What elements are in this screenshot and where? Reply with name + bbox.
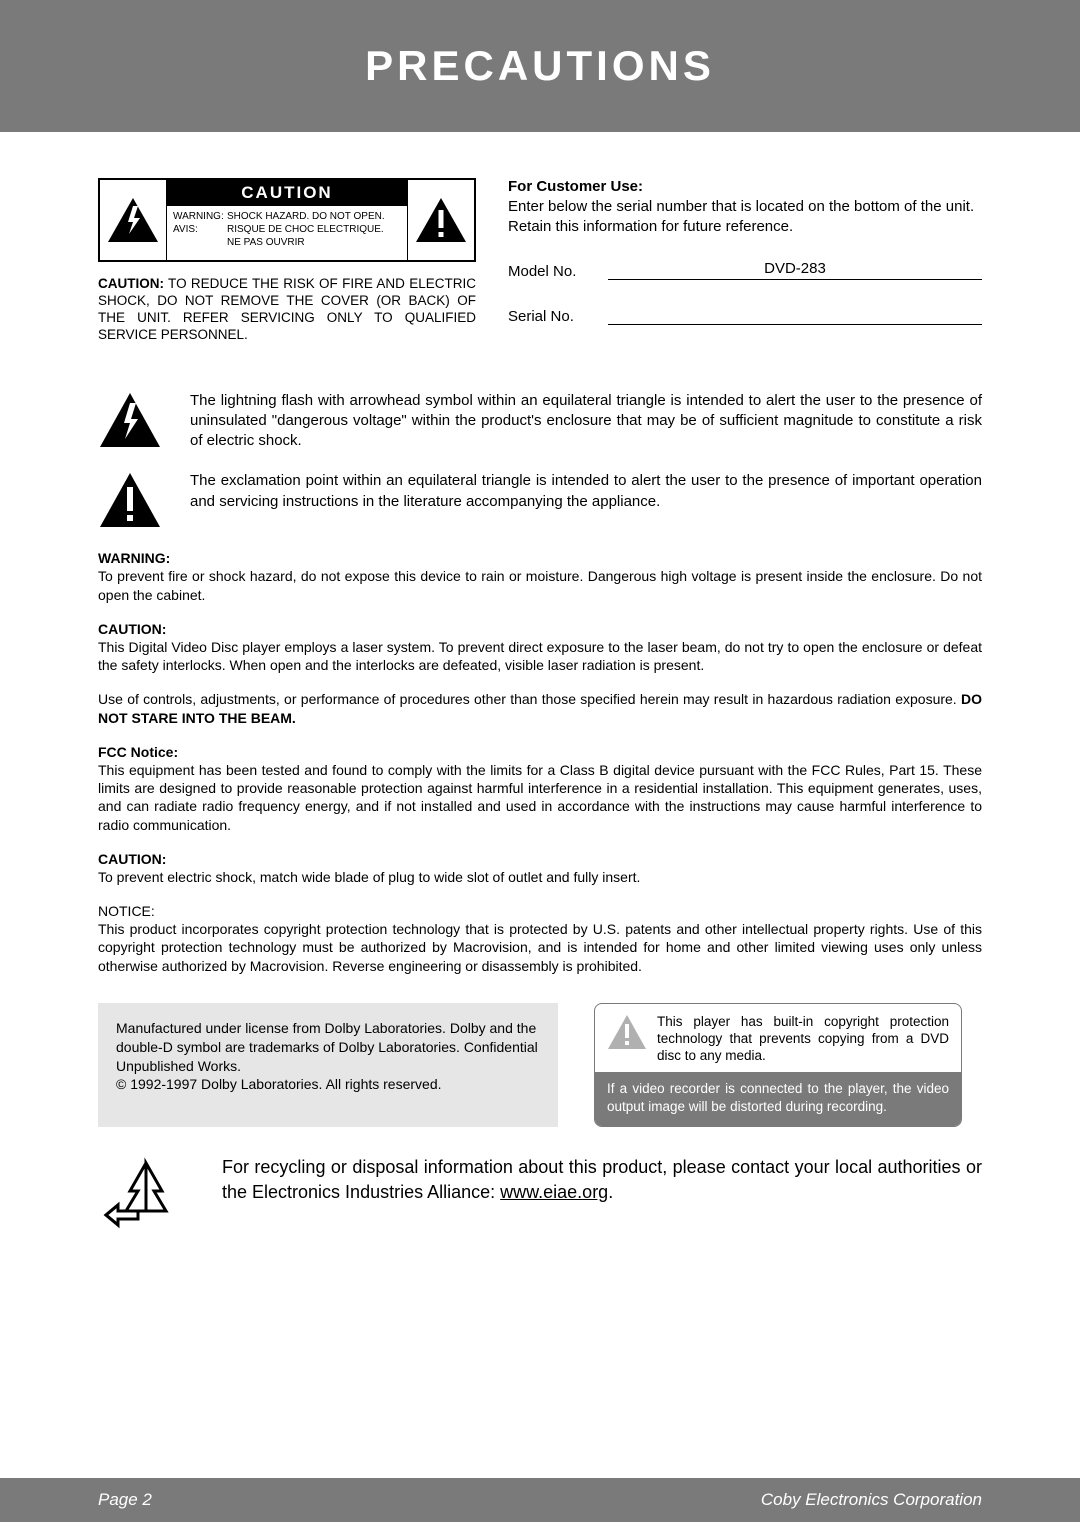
caution-plug-section: CAUTION: To prevent electric shock, matc… xyxy=(98,850,982,886)
ne-pas-text: NE PAS OUVRIR xyxy=(227,236,305,249)
caution-laser-header: CAUTION: xyxy=(98,620,982,638)
recycle-row: For recycling or disposal information ab… xyxy=(98,1155,982,1243)
warning-header: WARNING: xyxy=(98,549,982,567)
caution-label: CAUTION xyxy=(167,180,407,206)
fcc-section: FCC Notice: This equipment has been test… xyxy=(98,743,982,834)
symbol-row-lightning: The lightning flash with arrowhead symbo… xyxy=(98,391,982,452)
caution-lines: WARNING:SHOCK HAZARD. DO NOT OPEN. AVIS:… xyxy=(167,206,407,253)
lightning-triangle-icon xyxy=(98,391,162,449)
footer-company: Coby Electronics Corporation xyxy=(761,1490,982,1510)
copy-protect-top-text: This player has built-in copyright prote… xyxy=(657,1014,949,1065)
lightning-symbol-text: The lightning flash with arrowhead symbo… xyxy=(190,391,982,452)
serial-no-label: Serial No. xyxy=(508,308,608,325)
page-title: PRECAUTIONS xyxy=(365,42,715,90)
notice-section: NOTICE: This product incorporates copyri… xyxy=(98,902,982,975)
customer-use-header: For Customer Use: xyxy=(508,178,982,195)
recycle-link: www.eiae.org xyxy=(500,1182,608,1202)
footer-band: Page 2 Coby Electronics Corporation xyxy=(0,1478,1080,1522)
copy-protect-bottom: If a video recorder is connected to the … xyxy=(595,1072,961,1125)
caution-plug-body: To prevent electric shock, match wide bl… xyxy=(98,868,982,886)
warning-body: To prevent fire or shock hazard, do not … xyxy=(98,567,982,603)
model-no-value: DVD-283 xyxy=(608,260,982,280)
notice-body: This product incorporates copyright prot… xyxy=(98,920,982,975)
serial-no-row: Serial No. xyxy=(508,308,982,325)
caution-paragraph: CAUTION: TO REDUCE THE RISK OF FIRE AND … xyxy=(98,276,476,344)
copy-protect-top: This player has built-in copyright prote… xyxy=(595,1004,961,1073)
notice-header: NOTICE: xyxy=(98,902,982,920)
header-band: PRECAUTIONS xyxy=(0,0,1080,132)
caution-box: CAUTION WARNING:SHOCK HAZARD. DO NOT OPE… xyxy=(98,178,476,262)
serial-no-value xyxy=(608,322,982,325)
caution-laser-section: CAUTION: This Digital Video Disc player … xyxy=(98,620,982,675)
caution-center: CAUTION WARNING:SHOCK HAZARD. DO NOT OPE… xyxy=(166,180,408,260)
caution-block: CAUTION WARNING:SHOCK HAZARD. DO NOT OPE… xyxy=(98,178,476,353)
warning-label: WARNING: xyxy=(173,210,227,223)
warning-text: SHOCK HAZARD. DO NOT OPEN. xyxy=(227,210,385,223)
recycle-icon xyxy=(98,1155,194,1243)
lower-row: Manufactured under license from Dolby La… xyxy=(98,1003,982,1127)
top-row: CAUTION WARNING:SHOCK HAZARD. DO NOT OPE… xyxy=(98,178,982,353)
caution-plug-header: CAUTION: xyxy=(98,850,982,868)
fcc-header: FCC Notice: xyxy=(98,743,982,761)
customer-use-text: Enter below the serial number that is lo… xyxy=(508,197,982,238)
model-no-label: Model No. xyxy=(508,263,608,280)
exclamation-triangle-icon xyxy=(408,180,474,260)
exclamation-triangle-icon xyxy=(98,471,162,529)
exclamation-symbol-text: The exclamation point within an equilate… xyxy=(190,471,982,529)
customer-use-block: For Customer Use: Enter below the serial… xyxy=(508,178,982,353)
copy-protect-box: This player has built-in copyright prote… xyxy=(594,1003,962,1127)
caution-laser-body: This Digital Video Disc player employs a… xyxy=(98,638,982,674)
dolby-text: Manufactured under license from Dolby La… xyxy=(116,1019,540,1095)
model-no-row: Model No. DVD-283 xyxy=(508,260,982,280)
avis-label: AVIS: xyxy=(173,223,227,236)
dolby-box: Manufactured under license from Dolby La… xyxy=(98,1003,558,1127)
symbol-row-exclamation: The exclamation point within an equilate… xyxy=(98,471,982,529)
warning-section: WARNING: To prevent fire or shock hazard… xyxy=(98,549,982,604)
page-number: Page 2 xyxy=(98,1490,152,1510)
radiation-section: Use of controls, adjustments, or perform… xyxy=(98,690,982,726)
lightning-triangle-icon xyxy=(100,180,166,260)
exclamation-triangle-icon xyxy=(607,1014,647,1050)
avis-text: RISQUE DE CHOC ELECTRIQUE. xyxy=(227,223,384,236)
recycle-text: For recycling or disposal information ab… xyxy=(222,1155,982,1205)
fcc-body: This equipment has been tested and found… xyxy=(98,761,982,834)
content-area: CAUTION WARNING:SHOCK HAZARD. DO NOT OPE… xyxy=(0,132,1080,1243)
